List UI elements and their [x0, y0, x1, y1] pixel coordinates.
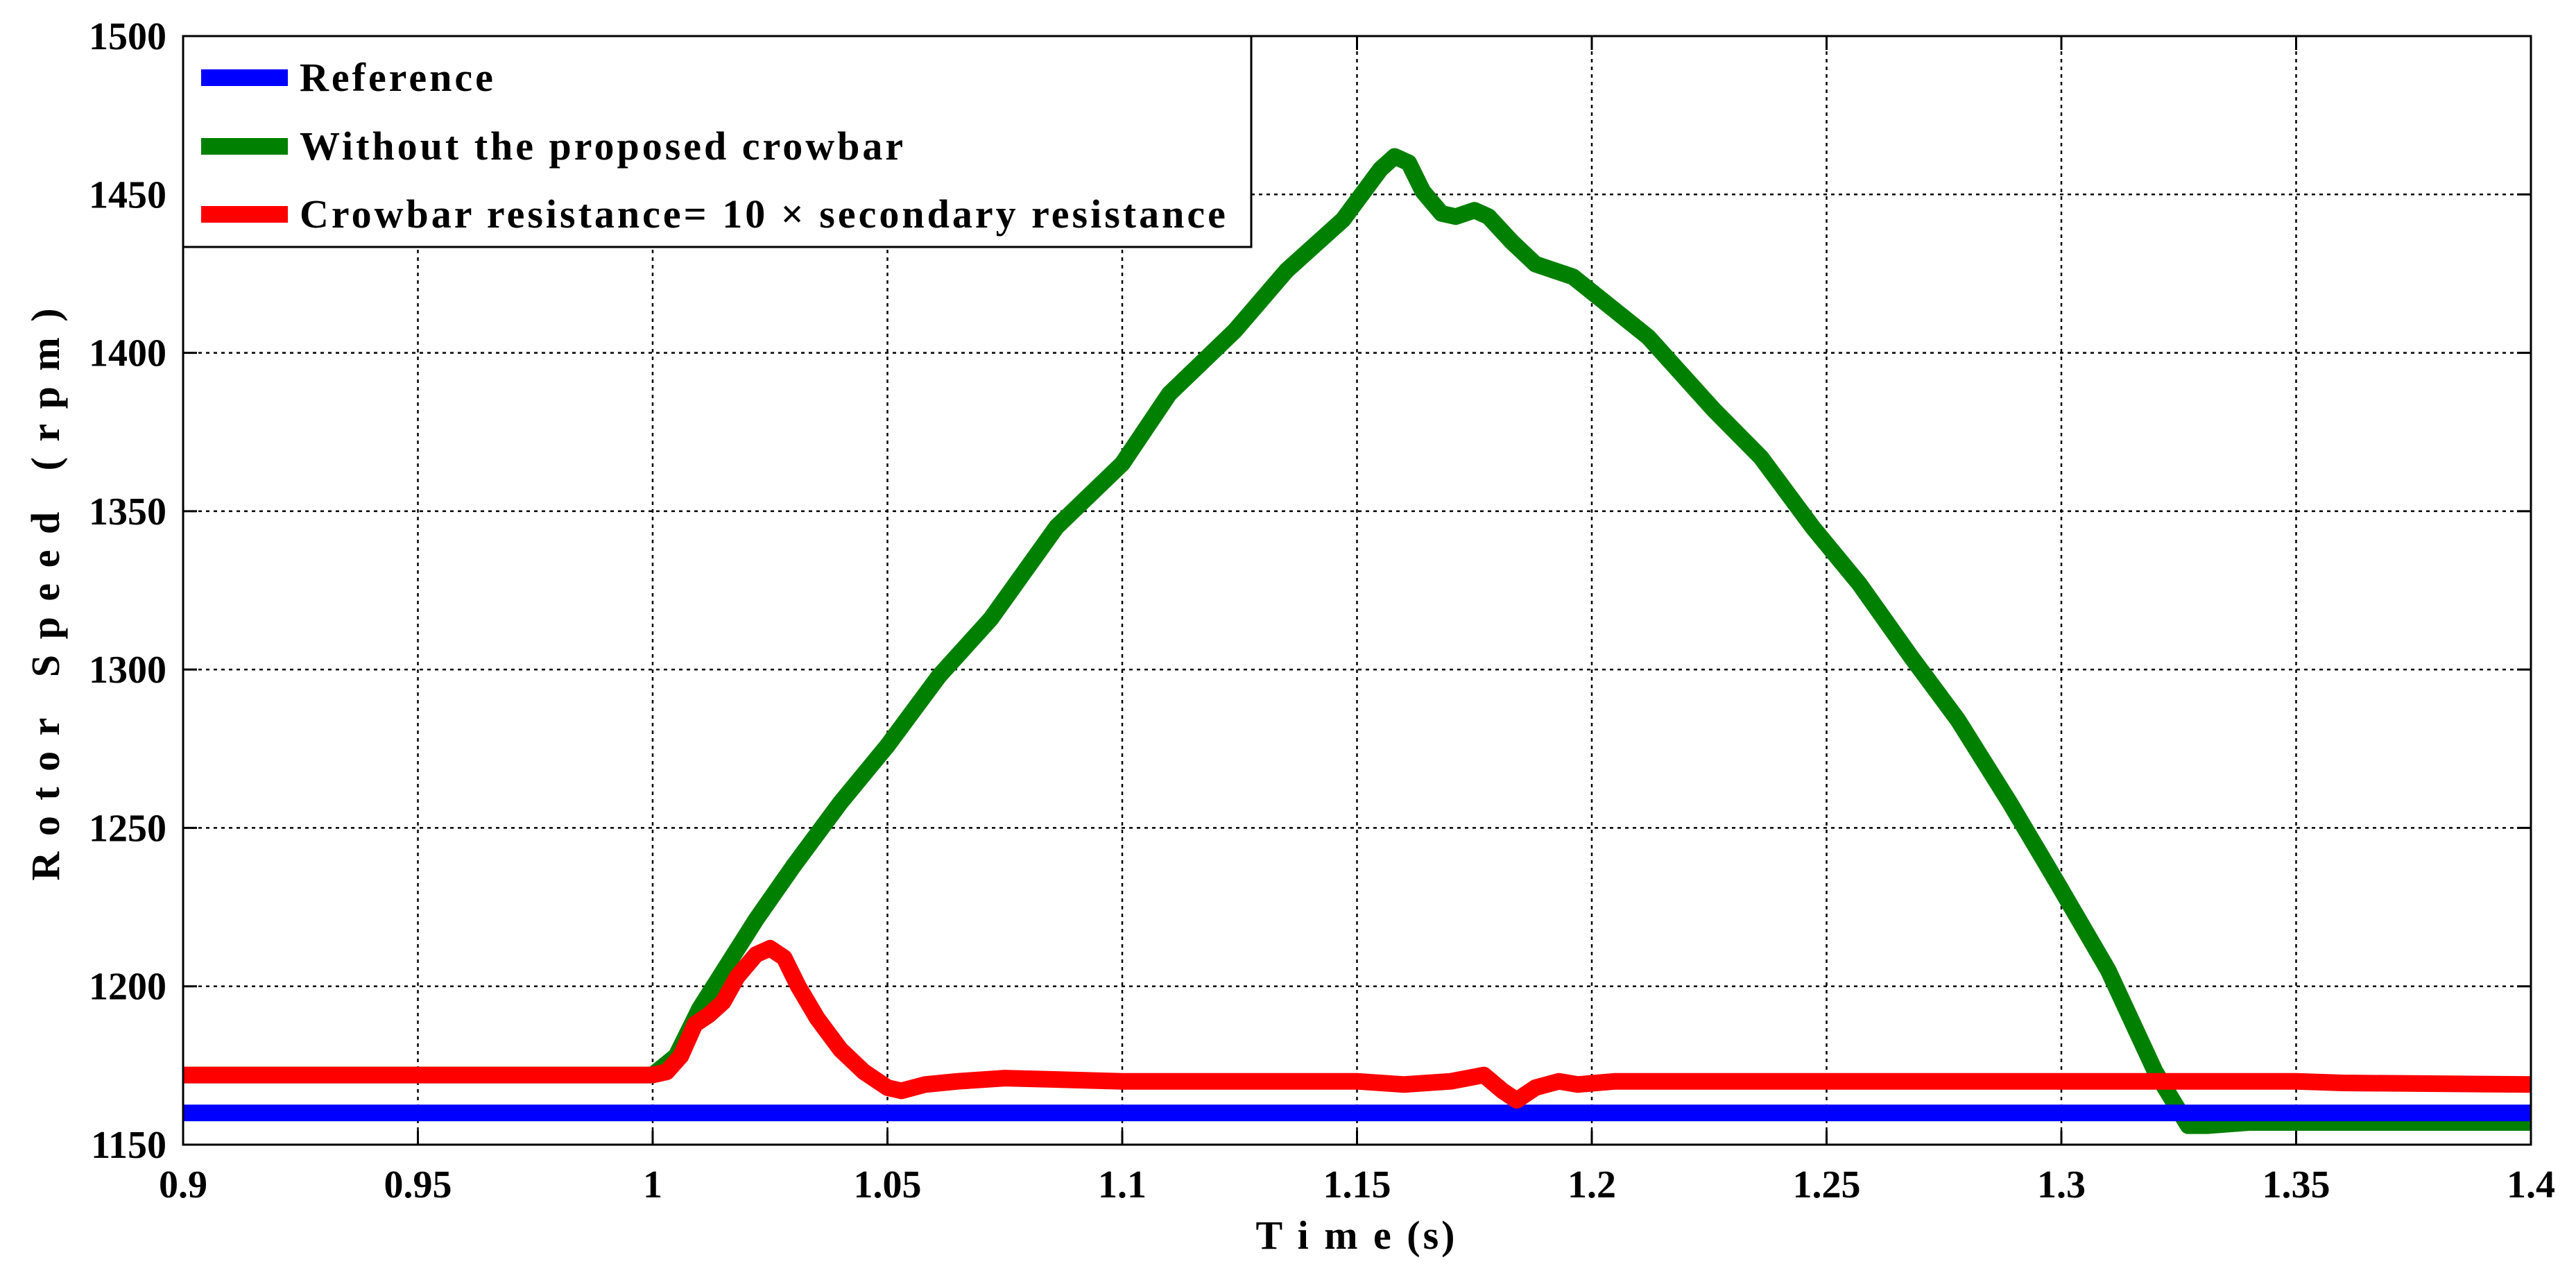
- x-tick-label: 0.9: [159, 1163, 207, 1206]
- series-line-without-the-proposed-crowbar: [183, 148, 2531, 1134]
- plot-area-border: [182, 35, 2532, 1146]
- y-tick-label: 1400: [89, 332, 166, 375]
- x-tick-label: 1.2: [1568, 1163, 1616, 1206]
- series-layer: [183, 148, 2531, 1134]
- legend-label-crowbar-resistance: Crowbar resistance= 10 × secondary resis…: [300, 191, 1228, 237]
- y-axis-label: R o t o r S p e e d ( r p m ): [23, 305, 68, 880]
- y-tick-label: 1350: [89, 490, 166, 533]
- x-tick-label: 1.05: [854, 1163, 922, 1206]
- x-tick-label: 1.1: [1098, 1163, 1147, 1206]
- x-axis-label: T i m e (s): [1255, 1213, 1457, 1258]
- y-tick-label: 1500: [89, 15, 166, 58]
- legend-box: [182, 35, 1253, 248]
- y-tick-labels: 1150 1200 1250 1300 1350 1400 1450 1500: [89, 15, 166, 1167]
- x-tick-label: 1.4: [2507, 1163, 2555, 1206]
- x-tick-label: 0.95: [384, 1163, 452, 1206]
- legend-label-without-crowbar: Without the proposed crowbar: [300, 123, 906, 169]
- y-tick-label: 1250: [89, 807, 166, 850]
- x-tick-label: 1: [643, 1163, 662, 1206]
- x-tick-label: 1.35: [2262, 1163, 2330, 1206]
- series-line-crowbar-resistance-10-secondary-resistance: [183, 939, 2531, 1109]
- x-tick-labels: 0.9 0.95 1 1.05 1.1 1.15 1.2 1.25 1.3 1.35 1.4: [159, 1163, 2555, 1206]
- x-tick-label: 1.15: [1323, 1163, 1391, 1206]
- legend: Reference Without the proposed crowbar C…: [182, 35, 1253, 248]
- y-tick-label: 1150: [91, 1124, 166, 1167]
- y-tick-label: 1200: [89, 966, 166, 1009]
- grid-lines: [183, 36, 2531, 1145]
- x-tick-label: 1.25: [1793, 1163, 1861, 1206]
- y-tick-label: 1300: [89, 649, 166, 692]
- y-tick-label: 1450: [89, 173, 166, 216]
- legend-label-reference: Reference: [300, 55, 496, 100]
- x-tick-label: 1.3: [2037, 1163, 2086, 1206]
